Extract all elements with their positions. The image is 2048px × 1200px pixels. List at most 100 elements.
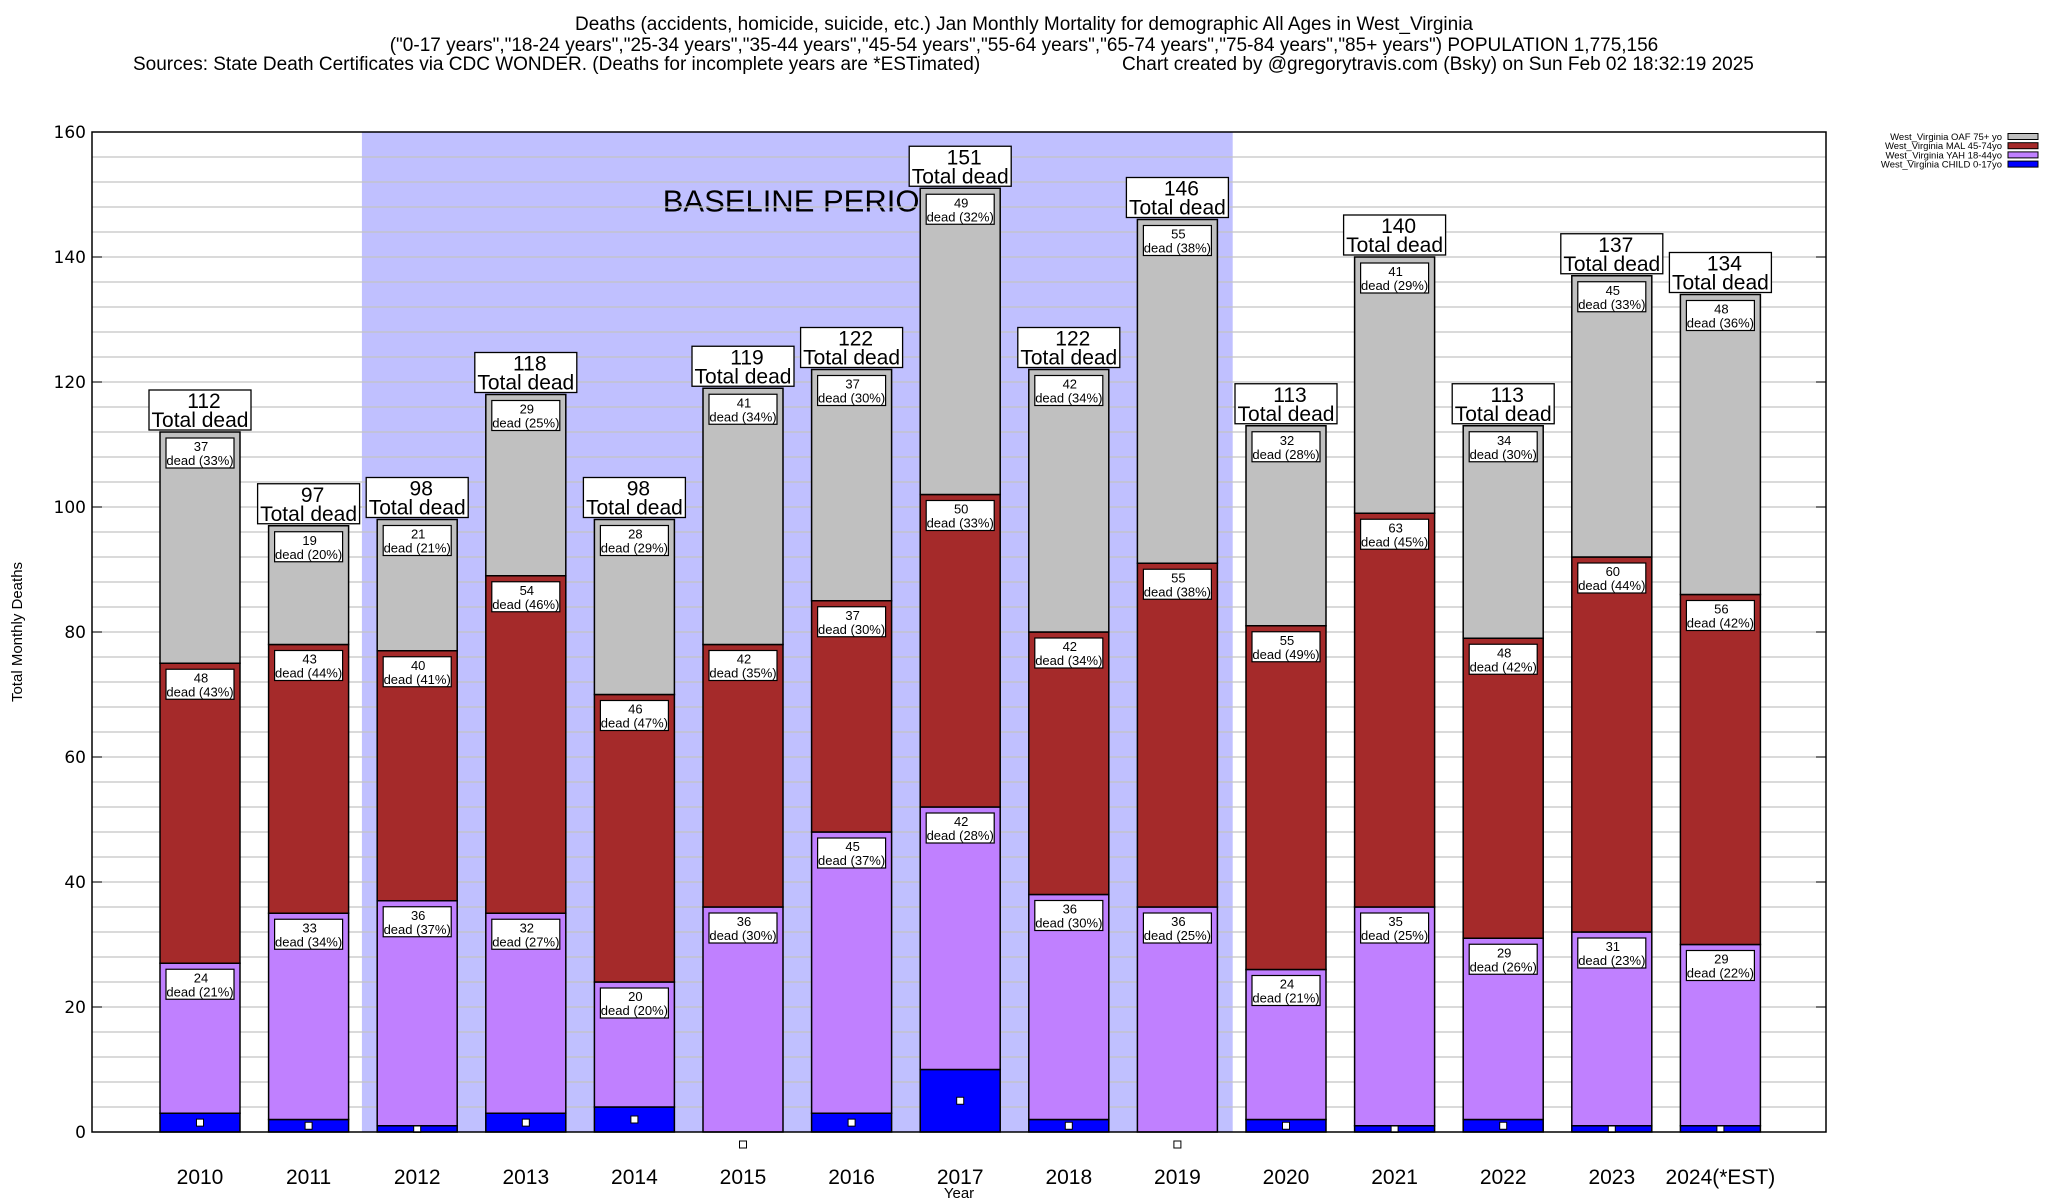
legend-label: West_Virginia CHILD 0-17yo [1881, 160, 2002, 171]
segment-value-label: 34 [1497, 433, 1511, 448]
legend-swatch [2007, 160, 2039, 168]
segment-label-box [1034, 374, 1104, 407]
x-tick-label: 2013 [502, 1166, 549, 1189]
bar-segment-oaf [1136, 218, 1219, 564]
total-label-box [1125, 176, 1230, 219]
total-label-box [365, 476, 469, 519]
x-tick-label: 2011 [286, 1166, 331, 1189]
segment-value-label: 37 [194, 439, 208, 454]
legend-swatch [2007, 133, 2039, 140]
total-value-label: 98 [627, 478, 650, 501]
bar-segment-yah [810, 831, 893, 1114]
segment-label-box [1251, 631, 1321, 663]
segment-percent-label: dead (30%) [1035, 916, 1102, 931]
total-label-box [1451, 383, 1555, 425]
bar-segment-mal [376, 650, 458, 902]
total-label-box [148, 389, 252, 431]
segment-value-label: 41 [737, 395, 751, 410]
segment-label-box [491, 918, 561, 950]
segment-percent-label: dead (47%) [601, 716, 668, 731]
segment-percent-label: dead (42%) [1470, 659, 1537, 674]
segment-label-box [1685, 299, 1756, 332]
segment-label-box [925, 812, 995, 844]
y-tick-label: 100 [54, 498, 86, 518]
segment-label-box [382, 906, 452, 938]
bar-segment-mal [1679, 593, 1762, 946]
segment-percent-label: dead (32%) [927, 209, 994, 224]
segment-label-box [274, 649, 344, 682]
x-tick-label: 2021 [1371, 1166, 1418, 1189]
segment-percent-label: dead (42%) [1687, 616, 1754, 631]
segment-percent-label: dead (30%) [818, 391, 885, 406]
segment-label-box [599, 524, 670, 557]
segment-value-label: 54 [520, 583, 534, 598]
segment-percent-label: dead (20%) [601, 1003, 668, 1018]
segment-percent-label: dead (45%) [1361, 534, 1428, 549]
segment-percent-label: dead (28%) [1252, 447, 1319, 462]
segment-value-label: 55 [1171, 570, 1185, 585]
legend-swatch [2007, 151, 2039, 159]
segment-percent-label: dead (36%) [1687, 316, 1754, 331]
total-dead-label: Total dead [1672, 272, 1769, 295]
segment-percent-label: dead (29%) [601, 541, 668, 556]
segment-percent-label: dead (33%) [166, 453, 233, 468]
x-tick-label: 2024(*EST) [1666, 1166, 1776, 1189]
total-value-label: 140 [1381, 215, 1416, 238]
segment-label-box [382, 656, 452, 688]
segment-percent-label: dead (37%) [384, 922, 451, 937]
segment-label-box [1142, 224, 1213, 257]
segment-label-box [1468, 643, 1538, 675]
segment-value-label: 42 [1063, 377, 1077, 392]
segment-value-label: 29 [520, 402, 534, 417]
segment-percent-label: dead (33%) [1578, 297, 1645, 312]
bar-segment-mal [702, 643, 784, 908]
segment-value-label: 35 [1388, 914, 1402, 929]
bar-segment-yah [1028, 893, 1110, 1121]
total-dead-label: Total dead [152, 409, 249, 432]
bar-segment-mal [1136, 562, 1219, 908]
chart-credit: Chart created by @gregorytravis.com (Bsk… [1122, 54, 1754, 75]
segment-label-box [1685, 949, 1756, 982]
segment-value-label: 36 [411, 908, 425, 923]
bar-segment-yah [702, 906, 784, 1133]
baseline-period-label: BASELINE PERIOD [663, 183, 942, 218]
total-dead-label: Total dead [1020, 347, 1117, 370]
segment-label-box [1359, 518, 1430, 550]
segment-percent-label: dead (30%) [1470, 447, 1537, 462]
segment-label-box [1577, 562, 1647, 594]
segment-value-label: 24 [194, 970, 208, 985]
segment-value-label: 45 [845, 839, 859, 854]
segment-percent-label: dead (44%) [1578, 578, 1645, 593]
segment-value-label: 60 [1606, 564, 1620, 579]
segment-percent-label: dead (25%) [1361, 928, 1428, 943]
total-value-label: 97 [301, 484, 324, 507]
total-dead-label: Total dead [695, 365, 792, 388]
segment-value-label: 50 [954, 502, 968, 517]
bar-segment-mal [1353, 512, 1436, 908]
bar-segment-mal [485, 575, 567, 914]
segment-value-label: 48 [1714, 302, 1728, 317]
child-value-marker [304, 1121, 313, 1130]
segment-percent-label: dead (26%) [1470, 959, 1537, 974]
total-label-box [908, 145, 1012, 187]
segment-value-label: 32 [520, 920, 534, 935]
x-tick-label: 2018 [1045, 1166, 1092, 1189]
segment-value-label: 43 [302, 652, 316, 667]
segment-value-label: 46 [628, 702, 642, 717]
segment-percent-label: dead (41%) [384, 672, 451, 687]
segment-label-box [1251, 974, 1321, 1007]
total-label-box [1234, 383, 1338, 425]
segment-value-label: 55 [1280, 633, 1294, 648]
segment-value-label: 42 [737, 652, 751, 667]
segment-value-label: 42 [954, 814, 968, 829]
y-tick-label: 20 [64, 998, 86, 1018]
total-value-label: 137 [1598, 234, 1633, 257]
bar-segment-oaf [1679, 293, 1762, 596]
segment-percent-label: dead (30%) [709, 928, 776, 943]
segment-percent-label: dead (21%) [384, 541, 451, 556]
segment-label-box [382, 524, 452, 557]
bar-segment-mal [1245, 625, 1327, 971]
y-tick-label: 80 [64, 623, 86, 643]
segment-label-box [1142, 912, 1213, 944]
